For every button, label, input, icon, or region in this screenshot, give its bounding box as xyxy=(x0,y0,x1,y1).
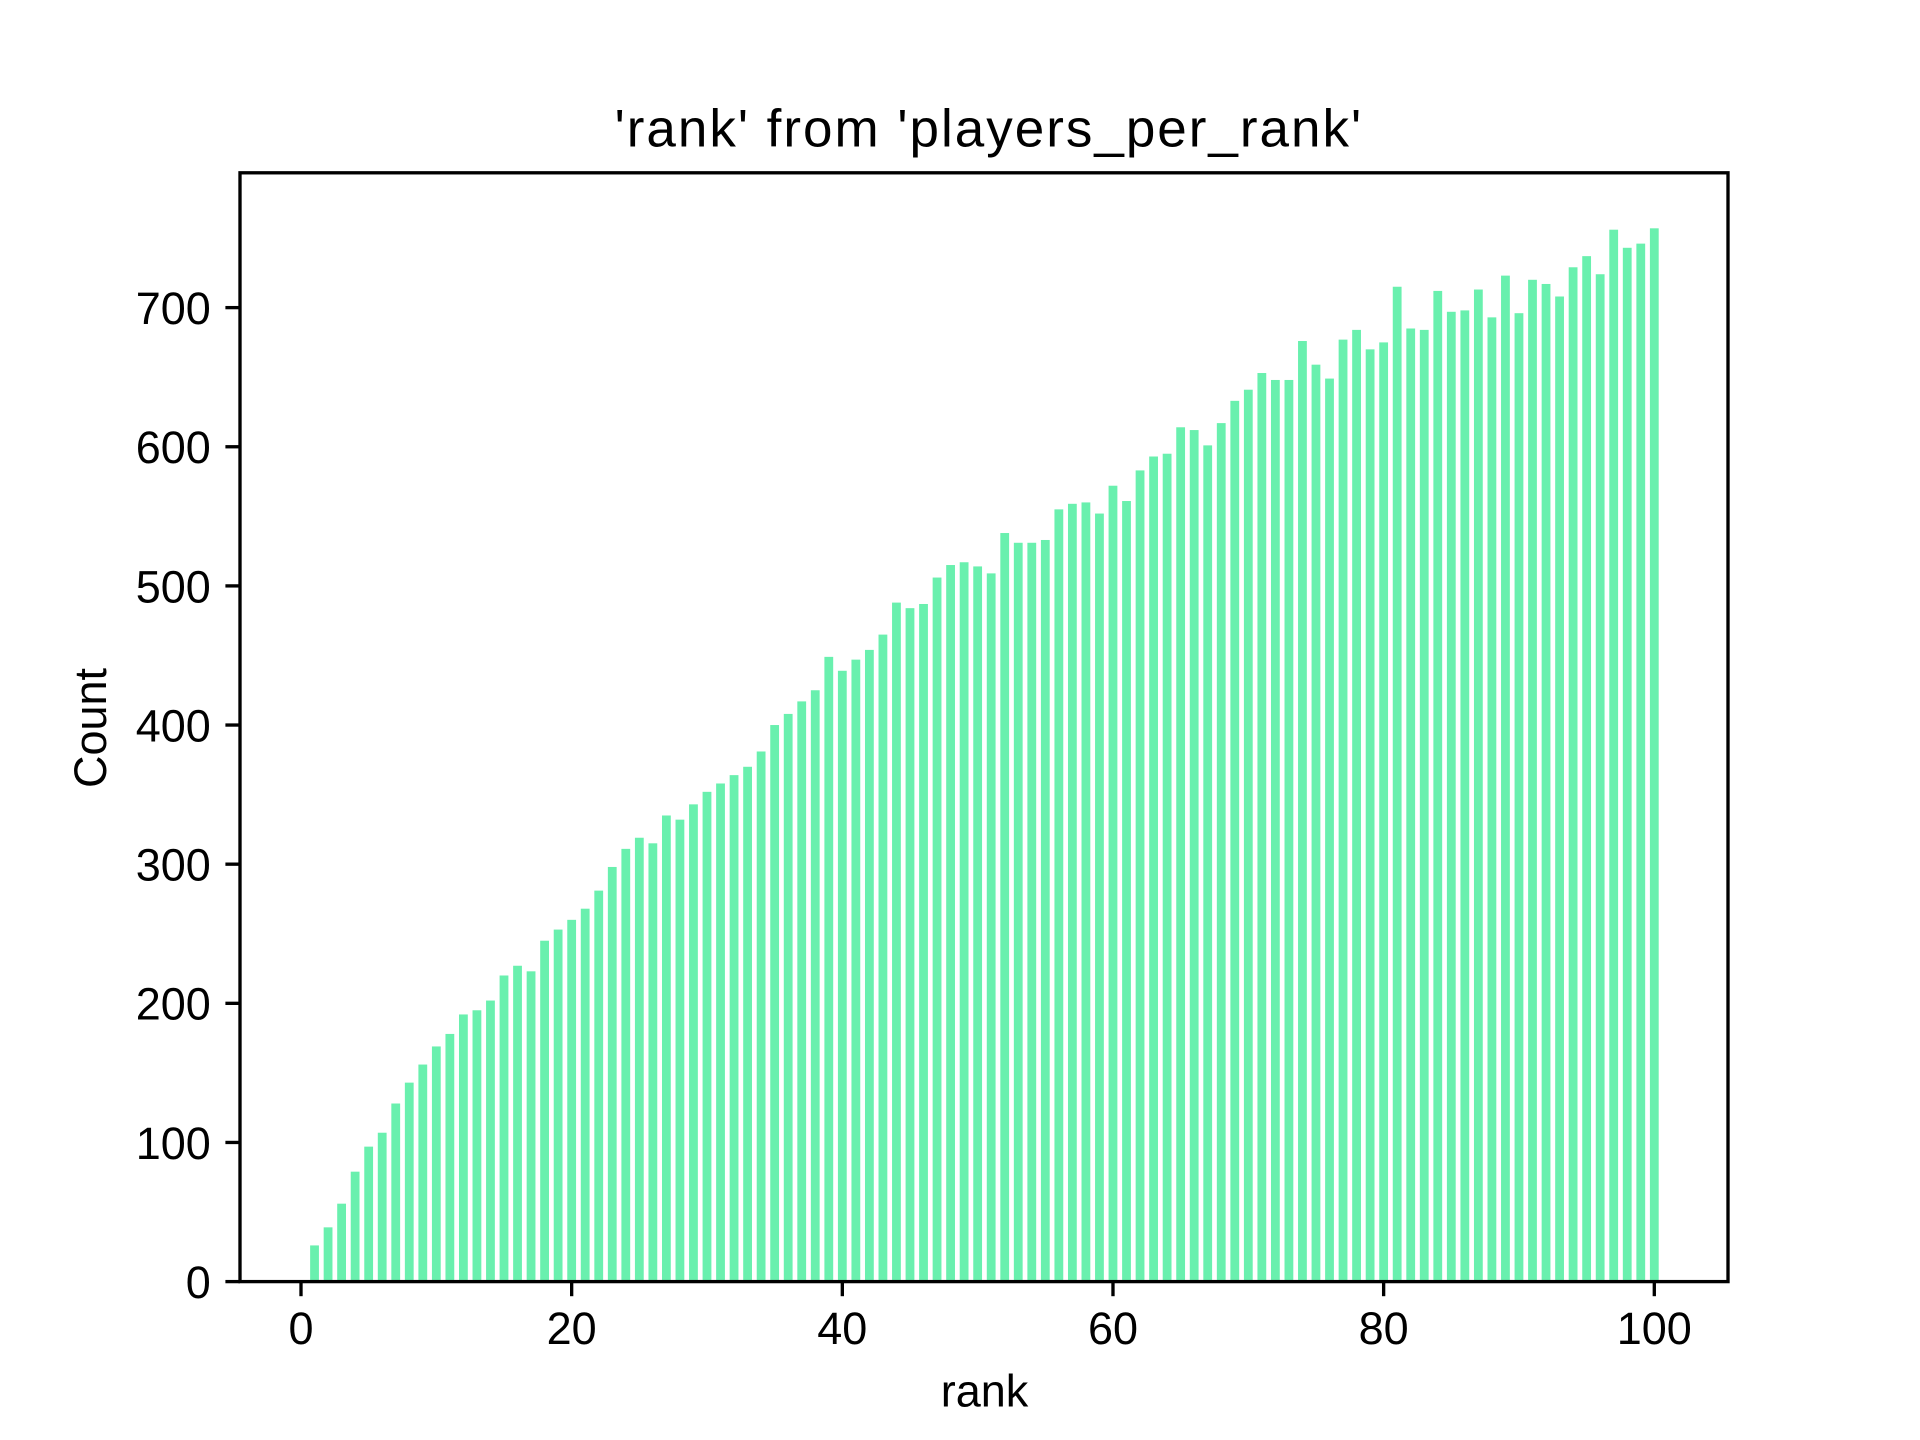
svg-text:500: 500 xyxy=(136,561,211,612)
svg-text:80: 80 xyxy=(1359,1303,1409,1354)
svg-text:0: 0 xyxy=(186,1257,211,1308)
svg-text:'rank' from 'players_per_rank': 'rank' from 'players_per_rank' xyxy=(615,100,1364,159)
svg-text:300: 300 xyxy=(136,840,211,891)
svg-text:100: 100 xyxy=(136,1118,211,1169)
svg-text:600: 600 xyxy=(136,422,211,473)
svg-text:Count: Count xyxy=(65,667,116,788)
svg-text:700: 700 xyxy=(136,283,211,334)
svg-text:400: 400 xyxy=(136,700,211,751)
svg-text:60: 60 xyxy=(1088,1303,1138,1354)
svg-text:100: 100 xyxy=(1617,1303,1692,1354)
svg-text:rank: rank xyxy=(941,1366,1029,1417)
svg-text:40: 40 xyxy=(817,1303,867,1354)
svg-text:200: 200 xyxy=(136,979,211,1030)
svg-text:0: 0 xyxy=(288,1303,313,1354)
svg-text:20: 20 xyxy=(547,1303,597,1354)
